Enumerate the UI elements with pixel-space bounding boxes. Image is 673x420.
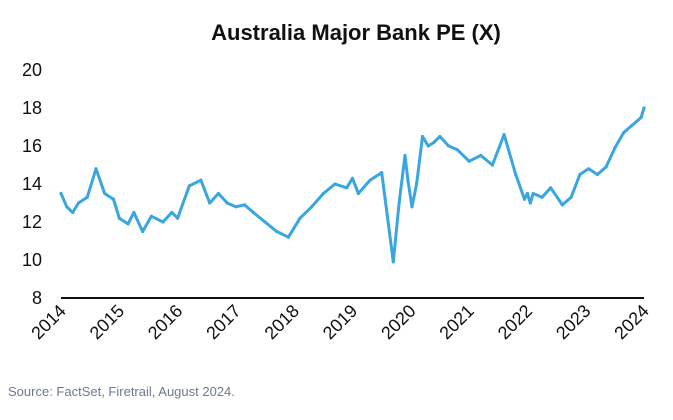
data-point	[176, 216, 180, 220]
data-point	[94, 167, 98, 171]
data-point	[595, 172, 599, 177]
data-point	[531, 191, 535, 196]
data-point	[333, 182, 337, 186]
source-note: Source: FactSet, Firetrail, August 2024.	[8, 384, 235, 399]
data-point	[65, 205, 69, 209]
data-point	[111, 197, 116, 201]
data-point	[321, 191, 325, 196]
data-point	[350, 176, 355, 180]
data-point	[560, 203, 564, 207]
data-point	[170, 210, 174, 215]
data-point	[639, 115, 643, 120]
data-point	[514, 172, 518, 177]
series-points	[59, 106, 646, 264]
data-point	[447, 144, 451, 148]
data-point	[275, 229, 279, 234]
data-point	[420, 134, 425, 139]
y-tick-label: 14	[22, 174, 42, 194]
data-point	[391, 260, 395, 264]
x-tick-label: 2020	[377, 301, 419, 343]
data-point	[149, 214, 153, 218]
data-point	[85, 195, 89, 199]
data-point	[117, 216, 121, 220]
data-point	[59, 191, 63, 196]
data-point	[103, 191, 107, 196]
x-tick-label: 2021	[435, 301, 477, 343]
data-point	[187, 184, 191, 188]
data-point	[126, 222, 130, 226]
data-point	[410, 205, 414, 209]
x-tick-label: 2017	[202, 301, 244, 343]
data-point	[225, 201, 229, 205]
x-tick-label: 2018	[261, 301, 303, 343]
data-point	[522, 197, 527, 201]
x-tick-label: 2019	[319, 301, 361, 343]
chart-title: Australia Major Bank PE (X)	[211, 20, 501, 45]
data-point	[208, 201, 212, 205]
data-point	[569, 195, 573, 199]
data-point	[525, 191, 530, 196]
data-point	[528, 201, 532, 205]
data-point	[438, 134, 442, 139]
x-tick-label: 2024	[610, 301, 652, 343]
data-point	[415, 182, 419, 186]
data-point	[263, 220, 267, 224]
data-point	[613, 146, 617, 150]
data-point	[356, 191, 360, 196]
data-point	[368, 178, 372, 182]
data-point	[479, 153, 483, 158]
data-point	[310, 205, 314, 209]
data-point	[216, 191, 221, 196]
data-point	[251, 210, 255, 215]
x-axis-ticks: 2014 2015 2016 2017 2018 2019 2020 2021 2022 2023…	[27, 301, 652, 343]
y-tick-label: 12	[22, 212, 42, 232]
data-point	[132, 210, 136, 215]
data-point	[502, 133, 506, 137]
y-tick-label: 18	[22, 98, 42, 118]
chart: Australia Major Bank PE (X) 8 10 12 14 16 18 2…	[22, 20, 653, 343]
data-point	[76, 201, 81, 205]
data-point	[578, 172, 582, 177]
y-axis-ticks: 8 10 12 14 16 18 20	[22, 60, 42, 308]
data-point	[630, 123, 634, 127]
data-point	[604, 165, 608, 169]
data-point	[71, 210, 75, 215]
data-point	[642, 106, 646, 110]
data-point	[426, 144, 430, 148]
y-tick-label: 16	[22, 136, 42, 156]
data-point	[286, 235, 290, 239]
data-point	[397, 201, 401, 205]
data-point	[298, 216, 302, 220]
data-point	[406, 178, 410, 182]
data-point	[243, 203, 247, 207]
y-tick-label: 8	[32, 288, 42, 308]
data-point	[234, 205, 238, 209]
data-point	[455, 148, 460, 152]
data-point	[141, 229, 145, 234]
data-point	[549, 186, 553, 190]
x-tick-label: 2015	[86, 301, 128, 343]
data-point	[403, 153, 407, 158]
series-line-pe	[59, 106, 646, 264]
data-point	[380, 171, 384, 175]
data-point	[199, 178, 203, 182]
data-point	[490, 163, 495, 167]
data-point	[540, 195, 544, 199]
data-point	[345, 186, 349, 190]
data-point	[432, 140, 436, 144]
y-tick-label: 10	[22, 250, 42, 270]
y-tick-label: 20	[22, 60, 42, 80]
data-point	[161, 220, 165, 224]
x-tick-label: 2016	[144, 301, 186, 343]
x-tick-label: 2023	[552, 301, 594, 343]
data-point	[621, 131, 626, 135]
x-tick-label: 2022	[494, 301, 536, 343]
data-point	[587, 167, 591, 171]
data-point	[467, 159, 471, 163]
